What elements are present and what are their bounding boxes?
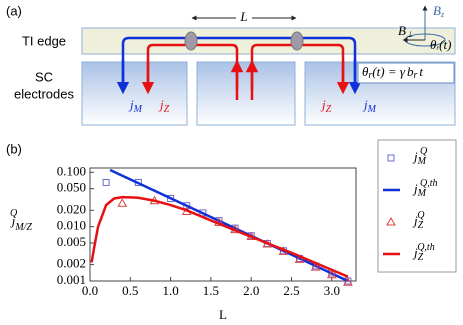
electrode [81, 61, 188, 126]
legend-label-base: j [412, 149, 418, 164]
data-point [294, 254, 305, 263]
y-tick-label: 0.100 [57, 163, 86, 178]
current-label: jM [128, 97, 143, 115]
row-label: TI edge [22, 33, 66, 48]
y-tick-label: 0.020 [57, 201, 86, 216]
legend-box [377, 139, 457, 273]
series-line [109, 168, 349, 283]
legend-label-sup: Q [420, 146, 428, 157]
x-tick-label: 1.0 [162, 283, 178, 298]
equation: θr(t) = γ br t [362, 64, 423, 81]
legend-label-sup: Q,th [417, 242, 435, 253]
legend-label: jZQ [412, 210, 425, 231]
legend-label-base: j [412, 213, 418, 228]
x-tick-label: 0.5 [122, 283, 138, 298]
data-point [326, 269, 337, 279]
y-tick-label: 0.010 [57, 218, 86, 233]
legend-label: jZQ,th [412, 242, 435, 263]
x-axis-label: L [219, 307, 227, 322]
legend-label-sup: Q,th [420, 178, 438, 189]
series-line [90, 195, 349, 278]
ti-edge-band [81, 27, 456, 55]
legend-label-sup: Q [417, 210, 425, 221]
equation-box [357, 62, 455, 84]
y-axis-label: jM/ZQ [10, 208, 33, 233]
data-point [310, 262, 321, 271]
row-label: SC [35, 69, 53, 84]
y-tick-label: 0.050 [57, 180, 86, 195]
x-tick-label: 0.0 [82, 283, 98, 298]
data-point [102, 178, 110, 186]
y-tick-label: 0.001 [57, 272, 86, 287]
panel-label: (a) [6, 3, 22, 18]
row-label: electrodes [14, 86, 74, 101]
panel-label: (b) [6, 141, 22, 156]
length-label: L [239, 9, 247, 24]
legend-label: jMQ,th [412, 178, 437, 199]
legend-label-sub: M [417, 156, 427, 167]
legend-label-sub: Z [418, 252, 424, 263]
x-tick-label: 1.5 [203, 283, 219, 298]
current-loop [121, 36, 357, 88]
legend-label-base: j [412, 245, 418, 260]
current-label: jZ [158, 97, 170, 115]
x-tick-label: 2.5 [283, 283, 299, 298]
magnetic-impurity [290, 31, 304, 51]
magnetic-impurity [184, 31, 198, 51]
y-tick-label: 0.002 [57, 256, 86, 271]
data-point [117, 198, 128, 207]
plot-frame [89, 167, 357, 282]
x-tick-label: 2.0 [243, 283, 259, 298]
y-tick-label: 0.005 [57, 234, 86, 249]
current-label: jZ [320, 97, 332, 115]
legend-label-sub: Z [418, 220, 424, 231]
legend-swatch [387, 154, 395, 162]
data-point [343, 277, 353, 286]
legend-label: jMQ [412, 146, 428, 167]
field-label: Bz [433, 3, 445, 19]
current-label: jM [362, 97, 377, 115]
field-label: B⊥ [398, 23, 413, 39]
x-tick-label: 3.0 [324, 283, 340, 298]
legend-label-base: j [412, 181, 418, 196]
legend-label-sub: M [417, 188, 427, 199]
field-label: θr(t) [430, 37, 451, 52]
electrode [196, 61, 296, 126]
legend-swatch [386, 216, 396, 226]
